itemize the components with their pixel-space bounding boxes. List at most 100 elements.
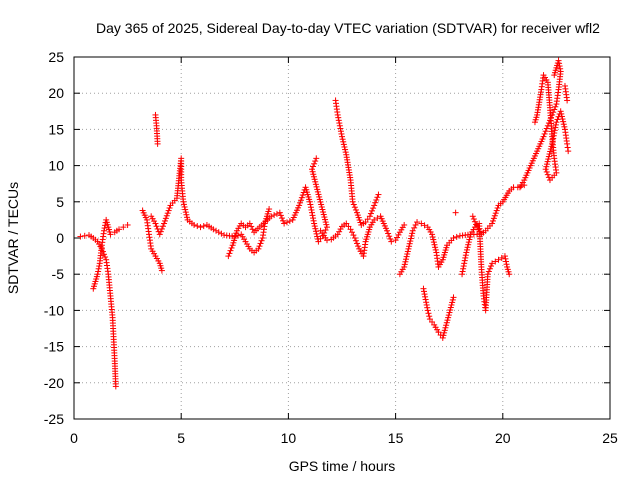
data-point-s3-35 <box>154 140 161 147</box>
data-point-s5-104 <box>312 158 319 165</box>
data-point-s5-34 <box>278 215 285 222</box>
x-axis-label: GPS time / hours <box>289 458 396 474</box>
data-point-s13-98 <box>565 148 572 155</box>
data-point-s5-90 <box>316 193 323 200</box>
data-point-s13-80 <box>553 119 560 126</box>
data-point-s4-16 <box>165 207 172 214</box>
data-point-s5-60 <box>307 204 314 211</box>
data-point-s8-17 <box>409 227 416 234</box>
data-point-s5-71 <box>314 233 321 240</box>
data-point-s8-26 <box>429 231 436 238</box>
data-point-s1-11 <box>101 251 108 258</box>
data-point-s8-8 <box>404 251 411 258</box>
data-point-s6-40 <box>374 215 381 222</box>
data-point-s5-31 <box>273 210 280 217</box>
data-point-s2-37 <box>124 221 131 228</box>
data-point-s13-89 <box>560 121 567 128</box>
data-point-s7-39 <box>350 201 357 208</box>
data-point-s9-31 <box>448 301 455 308</box>
data-point-s5-58 <box>306 198 313 205</box>
data-point-s4-10 <box>159 223 166 230</box>
data-point-s5-78 <box>323 224 330 231</box>
data-point-s13-77 <box>551 127 558 134</box>
data-point-s6-52 <box>392 237 399 244</box>
data-point-s10-77 <box>503 258 510 265</box>
data-point-s5-77 <box>322 227 329 234</box>
data-point-s5-65 <box>310 217 317 224</box>
data-point-s8-11 <box>406 243 413 250</box>
data-point-s4-12 <box>161 217 168 224</box>
data-point-s5-67 <box>311 223 318 230</box>
data-point-s11-15 <box>491 212 498 219</box>
data-point-s7-57 <box>373 196 380 203</box>
data-point-s5-86 <box>318 203 325 210</box>
data-point-s5-3 <box>228 244 235 251</box>
data-point-s12-21 <box>540 133 547 140</box>
series-s1 <box>77 232 119 390</box>
data-point-s7-7 <box>335 117 342 124</box>
data-point-s10-69 <box>486 265 493 272</box>
data-point-s9-22 <box>442 324 449 331</box>
data-point-s7-8 <box>336 120 343 127</box>
data-point-s12-32 <box>552 103 559 110</box>
data-point-s8-50 <box>450 235 457 241</box>
data-point-s6-58 <box>401 221 408 228</box>
data-point-s5-64 <box>310 215 317 222</box>
data-point-s6-53 <box>394 234 401 241</box>
data-point-s8-14 <box>407 235 414 242</box>
data-point-s8-13 <box>407 238 414 245</box>
data-point-s4-56 <box>182 206 189 213</box>
data-point-s4-13 <box>162 215 169 222</box>
data-point-s8-51 <box>453 233 460 240</box>
data-point-s13-90 <box>561 123 568 130</box>
data-point-s9-4 <box>422 296 429 303</box>
data-point-s9-18 <box>439 334 446 341</box>
data-point-s9-27 <box>445 312 452 319</box>
data-point-s6-51 <box>388 238 395 245</box>
data-point-s7-59 <box>375 191 382 198</box>
data-point-s9-33 <box>449 296 456 303</box>
data-point-s2-23 <box>101 225 108 232</box>
data-point-s2-32 <box>107 231 114 238</box>
data-point-s9-23 <box>443 322 450 329</box>
data-point-s9-28 <box>446 309 453 316</box>
data-point-s9-6 <box>423 301 430 308</box>
data-point-s8-27 <box>429 233 436 240</box>
y-tick-label-7: 10 <box>48 158 64 174</box>
series-s9 <box>420 209 459 341</box>
data-point-s10-3 <box>460 263 467 270</box>
data-point-s12-23 <box>542 128 549 135</box>
data-point-s13-81 <box>554 116 561 123</box>
data-point-s13-75 <box>550 132 557 139</box>
data-point-s4-15 <box>164 210 171 217</box>
data-point-s6-15 <box>347 226 354 233</box>
x-tick-label-1: 5 <box>177 430 185 446</box>
data-point-s9-29 <box>447 307 454 314</box>
data-point-s13-97 <box>564 144 571 151</box>
data-point-s13-74 <box>550 135 557 142</box>
data-point-s7-19 <box>342 149 349 156</box>
data-point-s9-30 <box>447 304 454 311</box>
y-tick-label-6: 5 <box>56 194 64 210</box>
data-point-s7-9 <box>336 122 343 129</box>
data-point-s9-3 <box>422 293 429 300</box>
data-point-s8-18 <box>411 224 418 231</box>
data-point-s10-14 <box>467 233 474 240</box>
data-point-s7-5 <box>334 111 341 118</box>
data-point-s5-100 <box>309 168 316 175</box>
data-point-s9-34 <box>450 294 457 301</box>
series-s4 <box>148 155 273 256</box>
data-point-s5-33 <box>277 212 284 219</box>
data-point-s8-31 <box>432 244 439 251</box>
data-point-s8-22 <box>421 222 428 229</box>
series-s2 <box>90 216 131 292</box>
data-point-s6-16 <box>349 229 356 236</box>
data-point-s9-2 <box>421 291 428 298</box>
data-point-s7-10 <box>337 125 344 132</box>
data-point-s13-71 <box>548 143 555 150</box>
data-point-s7-41 <box>352 206 359 213</box>
data-point-s5-49 <box>299 192 306 199</box>
data-point-s11-2 <box>471 218 478 225</box>
